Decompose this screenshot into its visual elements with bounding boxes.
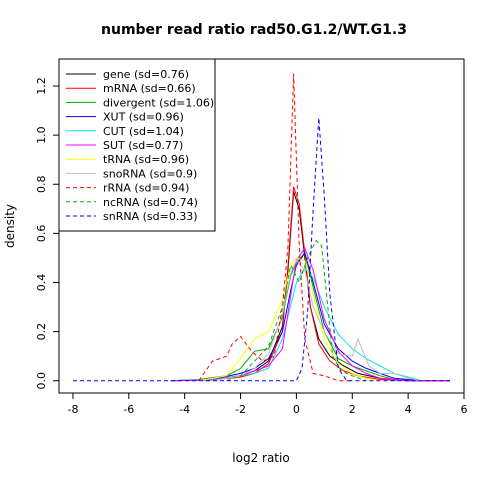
y-tick-label: 0.2: [35, 323, 48, 341]
series-line-6: [198, 257, 381, 382]
series-line-3: [170, 251, 423, 382]
y-axis: 0.0 0.2 0.4 0.6 0.8 1.0 1.2: [35, 77, 59, 389]
x-tick-label: 0: [293, 403, 300, 416]
legend-entry-label: snRNA (sd=0.33): [103, 210, 198, 223]
x-tick-label: -4: [179, 403, 190, 416]
legend-entry-label: snoRNA (sd=0.9): [103, 167, 197, 180]
legend-entry-label: gene (sd=0.76): [103, 68, 189, 81]
legend-entry-label: SUT (sd=0.77): [103, 139, 183, 152]
series-line-2: [170, 251, 423, 382]
series-lines: [73, 73, 450, 382]
y-tick-label: 0.0: [35, 372, 48, 390]
x-tick-label: -6: [123, 403, 134, 416]
y-tick-label: 1.0: [35, 126, 48, 144]
x-tick-label: -8: [67, 403, 78, 416]
chart-title: number read ratio rad50.G1.2/WT.G1.3: [101, 22, 407, 38]
y-axis-label: density: [3, 204, 17, 248]
y-tick-label: 0.8: [35, 176, 48, 194]
series-line-7: [212, 259, 423, 382]
legend-entry-label: ncRNA (sd=0.74): [103, 196, 198, 209]
legend-entry-label: CUT (sd=1.04): [103, 125, 184, 138]
y-tick-label: 1.2: [35, 77, 48, 95]
legend-entry-label: mRNA (sd=0.66): [103, 82, 196, 95]
legend-entry-label: tRNA (sd=0.96): [103, 153, 189, 166]
x-axis: -8 -6 -4 -2 0 2 4 6: [67, 393, 468, 416]
legend-entry-label: XUT (sd=0.96): [103, 111, 184, 124]
x-tick-label: -2: [235, 403, 246, 416]
x-tick-label: 6: [461, 403, 468, 416]
legend: gene (sd=0.76)mRNA (sd=0.66)divergent (s…: [58, 58, 216, 232]
y-tick-label: 0.4: [35, 274, 48, 292]
series-line-9: [226, 239, 367, 382]
x-tick-label: 4: [405, 403, 412, 416]
series-line-5: [170, 247, 450, 382]
x-axis-label: log2 ratio: [232, 451, 289, 465]
legend-entry-label: rRNA (sd=0.94): [103, 182, 189, 195]
y-tick-label: 0.6: [35, 225, 48, 243]
x-tick-label: 2: [349, 403, 356, 416]
series-line-4: [170, 266, 423, 382]
legend-entry-label: divergent (sd=1.06): [103, 96, 214, 109]
